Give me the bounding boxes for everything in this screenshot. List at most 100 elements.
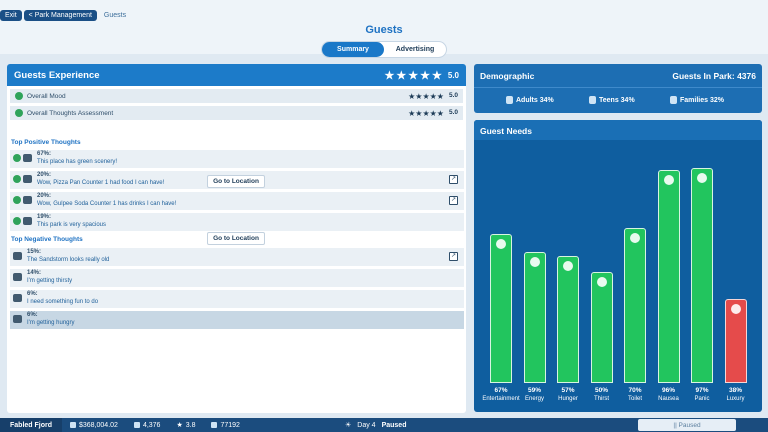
thought-text: I need something fun to do <box>27 299 99 305</box>
go-to-location-button[interactable]: Go to Location <box>207 232 265 245</box>
thought-percent: 67%: <box>37 151 52 157</box>
open-location-icon[interactable]: ↗ <box>449 175 458 184</box>
need-label: 50% Thirst <box>582 387 622 403</box>
need-name: Entertainment <box>482 396 520 402</box>
guests-experience-header: Guests Experience ★ ★ ★ ★ ★ 5.0 <box>7 64 466 86</box>
need-label: 38% Luxury <box>716 387 756 403</box>
hunger-icon <box>13 315 22 323</box>
need-bar-entertainment <box>490 234 512 383</box>
need-percent: 57% <box>561 387 575 394</box>
drink-icon <box>23 196 32 204</box>
value-value: 77192 <box>220 421 240 429</box>
star-icon: ★ <box>176 422 183 429</box>
entertainment-icon <box>496 239 506 249</box>
thought-row[interactable]: 6%: I'm getting hungry <box>10 311 464 329</box>
check-icon <box>13 196 21 204</box>
need-bar-luxury <box>724 299 747 383</box>
need-label: 67% Entertainment <box>481 387 521 403</box>
need-bar-energy <box>523 252 546 383</box>
need-bar-toilet <box>624 228 646 383</box>
need-percent: 97% <box>695 387 709 394</box>
money-value: $368,004.02 <box>79 421 118 429</box>
value-stat[interactable]: 77192 <box>203 422 247 429</box>
guests-value: 4,376 <box>142 421 161 429</box>
luxury-icon <box>730 304 741 314</box>
energy-icon <box>529 257 540 267</box>
overall-mood-row: Overall Mood ★★★★★ 5.0 <box>10 89 463 103</box>
thought-row[interactable]: 15%: The Sandstorm looks really old ↗ <box>10 248 464 266</box>
divider <box>474 87 762 88</box>
paused-label: Paused <box>381 421 407 429</box>
need-name: Nausea <box>658 396 679 402</box>
park-management-button[interactable]: < Park Management <box>23 10 97 21</box>
need-percent: 50% <box>594 387 608 394</box>
entertainment-icon <box>13 294 22 302</box>
open-location-icon[interactable]: ↗ <box>449 196 458 205</box>
thought-text: The Sandstorm looks really old <box>27 257 110 263</box>
thought-row[interactable]: 14%: I'm getting thirsty <box>10 269 464 287</box>
guests-experience-title: Guests Experience <box>14 69 100 81</box>
open-location-icon[interactable]: ↗ <box>449 252 458 261</box>
demographic-title: Demographic <box>480 71 535 81</box>
need-percent: 67% <box>494 387 508 394</box>
scenery-icon <box>23 154 32 162</box>
thought-percent: 15%: <box>27 249 42 255</box>
thought-text: This park is very spacious <box>37 222 107 228</box>
exit-button[interactable]: Exit <box>0 10 22 21</box>
money-icon <box>70 422 76 428</box>
need-label: 57% Hunger <box>548 387 588 403</box>
need-percent: 38% <box>728 387 742 394</box>
star-icon: ★ <box>432 69 442 82</box>
food-icon <box>23 175 32 183</box>
demographic-panel: Demographic Guests In Park: 4376 Adults … <box>474 64 762 113</box>
guests-experience-panel: Guests Experience ★ ★ ★ ★ ★ 5.0 Overall … <box>7 64 466 413</box>
person-icon <box>211 422 218 428</box>
pause-button[interactable]: || Paused <box>638 419 736 431</box>
experience-score: 5.0 <box>447 70 459 80</box>
need-label: 59% Energy <box>515 387 555 403</box>
need-name: Toilet <box>627 396 642 402</box>
park-name[interactable]: Fabled Fjord <box>0 418 62 432</box>
rating-value: 3.8 <box>185 421 196 429</box>
check-icon <box>15 109 23 117</box>
need-name: Luxury <box>726 396 745 402</box>
need-name: Energy <box>524 396 544 402</box>
thought-percent: 14%: <box>27 270 42 276</box>
money-stat[interactable]: $368,004.02 <box>62 422 126 429</box>
thought-row[interactable]: 6%: I need something fun to do <box>10 290 464 308</box>
thirst-icon <box>13 273 22 281</box>
rating-stat[interactable]: ★ 3.8 <box>168 421 203 430</box>
thought-percent: 6%: <box>27 291 38 297</box>
nausea-icon <box>663 175 674 185</box>
thought-percent: 19%: <box>37 214 52 220</box>
go-to-location-button[interactable]: Go to Location <box>207 175 265 188</box>
experience-stars: ★ ★ ★ ★ ★ 5.0 <box>385 69 460 82</box>
need-bar-panic <box>691 168 713 383</box>
check-icon <box>15 92 23 100</box>
star-icon: ★ <box>396 69 407 82</box>
overall-mood-label: Overall Mood <box>27 92 66 100</box>
guests-icon <box>133 422 140 428</box>
top-negative-thoughts-label: Top Negative Thoughts <box>11 236 83 243</box>
teen-icon <box>589 96 596 104</box>
overall-thoughts-label: Overall Thoughts Assessment <box>27 109 114 117</box>
overall-thoughts-row: Overall Thoughts Assessment ★★★★★ 5.0 <box>10 106 463 120</box>
families-label: Families 32% <box>680 96 724 104</box>
family-icon <box>670 96 677 104</box>
need-name: Hunger <box>558 396 578 402</box>
page-title: Guests <box>365 24 403 36</box>
status-bar: Fabled Fjord $368,004.02 4,376 ★ 3.8 7719… <box>0 418 768 432</box>
thought-text: Wow, Pizza Pan Counter 1 had food I can … <box>37 180 165 186</box>
tab-summary[interactable]: Summary <box>322 42 384 57</box>
guests-in-park: Guests In Park: 4376 <box>672 71 756 81</box>
thought-text: I'm getting thirsty <box>27 278 73 284</box>
day-value: Day 4 <box>357 421 376 429</box>
guests-stat[interactable]: 4,376 <box>126 422 169 429</box>
star-icon: ★ <box>384 69 395 82</box>
tab-advertising[interactable]: Advertising <box>395 46 435 53</box>
breadcrumb-current: Guests <box>103 12 127 19</box>
thought-row[interactable]: 20%: Wow, Gulpee Soda Counter 1 has drin… <box>10 192 464 210</box>
need-label: 97% Panic <box>682 387 722 403</box>
thought-row[interactable]: 67%: This place has green scenery! <box>10 150 464 168</box>
thought-row[interactable]: 19%: This park is very spacious <box>10 213 464 231</box>
